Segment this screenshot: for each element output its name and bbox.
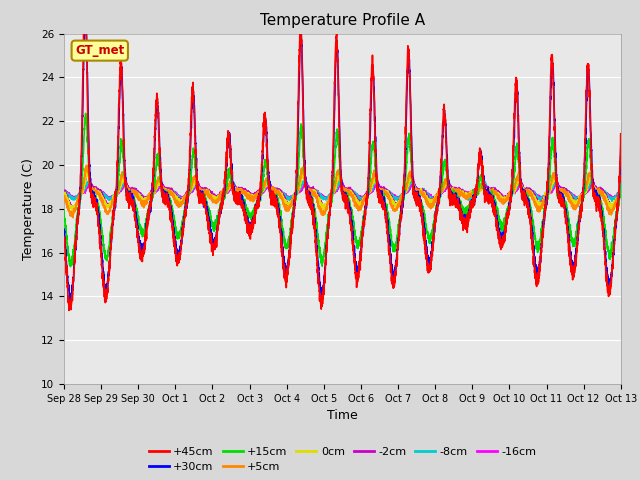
Text: GT_met: GT_met <box>75 44 124 57</box>
Legend: +45cm, +30cm, +15cm, +5cm, 0cm, -2cm, -8cm, -16cm: +45cm, +30cm, +15cm, +5cm, 0cm, -2cm, -8… <box>145 442 540 477</box>
X-axis label: Time: Time <box>327 409 358 422</box>
Y-axis label: Temperature (C): Temperature (C) <box>22 158 35 260</box>
Title: Temperature Profile A: Temperature Profile A <box>260 13 425 28</box>
